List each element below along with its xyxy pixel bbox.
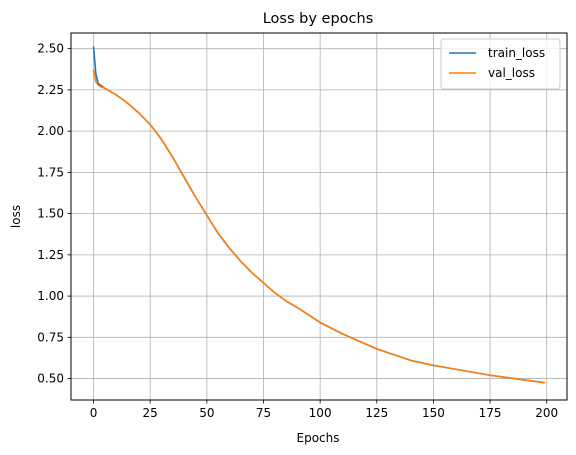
grid — [71, 33, 567, 400]
x-axis-ticks: 0 25 50 75 100 125 150 175 200 — [90, 400, 558, 420]
x-axis-label: Epochs — [297, 431, 340, 445]
y-tick-label: 2.00 — [37, 124, 64, 138]
series-lines — [92, 46, 546, 384]
x-tick-label: 0 — [90, 406, 98, 420]
x-tick-label: 150 — [422, 406, 445, 420]
chart-title: Loss by epochs — [263, 11, 374, 27]
x-tick-label: 200 — [535, 406, 558, 420]
y-axis-ticks: 0.50 0.75 1.00 1.25 1.50 1.75 2.00 2.25 2.50 — [37, 42, 71, 386]
x-tick-label: 125 — [365, 406, 388, 420]
y-tick-label: 2.25 — [37, 83, 64, 97]
y-axis-label: loss — [9, 205, 23, 228]
x-tick-label: 175 — [479, 406, 502, 420]
y-tick-label: 1.00 — [37, 289, 64, 303]
x-tick-label: 100 — [309, 406, 332, 420]
plot-frame — [70, 32, 568, 401]
y-tick-label: 0.50 — [37, 372, 64, 386]
x-tick-label: 25 — [143, 406, 158, 420]
y-tick-label: 0.75 — [37, 330, 64, 344]
y-tick-label: 1.50 — [37, 207, 64, 221]
y-tick-label: 2.50 — [37, 42, 64, 56]
series-line-val-loss — [92, 69, 546, 384]
x-tick-label: 50 — [199, 406, 214, 420]
series-line-train-loss — [92, 46, 546, 384]
x-tick-label: 75 — [256, 406, 271, 420]
y-tick-label: 1.75 — [37, 165, 64, 179]
legend: train_loss val_loss — [440, 38, 561, 90]
legend-label-val-loss: val_loss — [488, 66, 535, 80]
legend-box — [440, 38, 561, 90]
legend-label-train-loss: train_loss — [488, 46, 545, 60]
y-tick-label: 1.25 — [37, 248, 64, 262]
